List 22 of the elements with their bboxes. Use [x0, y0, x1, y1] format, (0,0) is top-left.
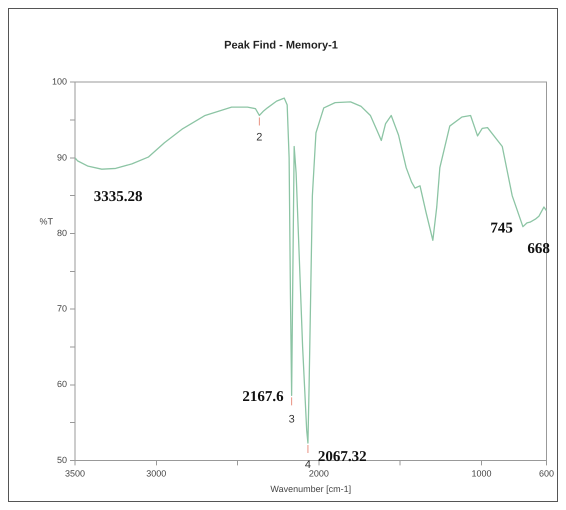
y-tick-label: 80 [56, 228, 67, 238]
annotation: 745 [490, 220, 513, 237]
y-tick-label: 90 [56, 152, 67, 162]
x-tick-label: 3500 [64, 468, 86, 478]
y-axis-title: %T [40, 216, 54, 227]
annotation: 2167.6 [242, 389, 284, 406]
x-tick-label: 600 [538, 468, 554, 478]
y-tick-label: 60 [56, 379, 67, 390]
chart-title: Peak Find - Memory-1 [224, 40, 338, 52]
x-axis-title: Wavenumber [cm-1] [270, 484, 352, 494]
annotation: 3 [288, 413, 295, 426]
x-tick-label: 3000 [146, 468, 166, 478]
annotation: 3335.28 [94, 189, 143, 206]
annotation: 4 [304, 459, 311, 472]
y-tick-label: 100 [52, 76, 67, 87]
annotation: 2067.32 [318, 448, 367, 465]
annotation: 668 [527, 240, 550, 257]
x-tick-label: 1000 [471, 468, 492, 478]
x-tick-label: 2000 [308, 468, 329, 478]
y-tick-label: 50 [56, 454, 67, 465]
y-tick-label: 70 [56, 304, 67, 314]
annotation: 2 [256, 132, 262, 144]
